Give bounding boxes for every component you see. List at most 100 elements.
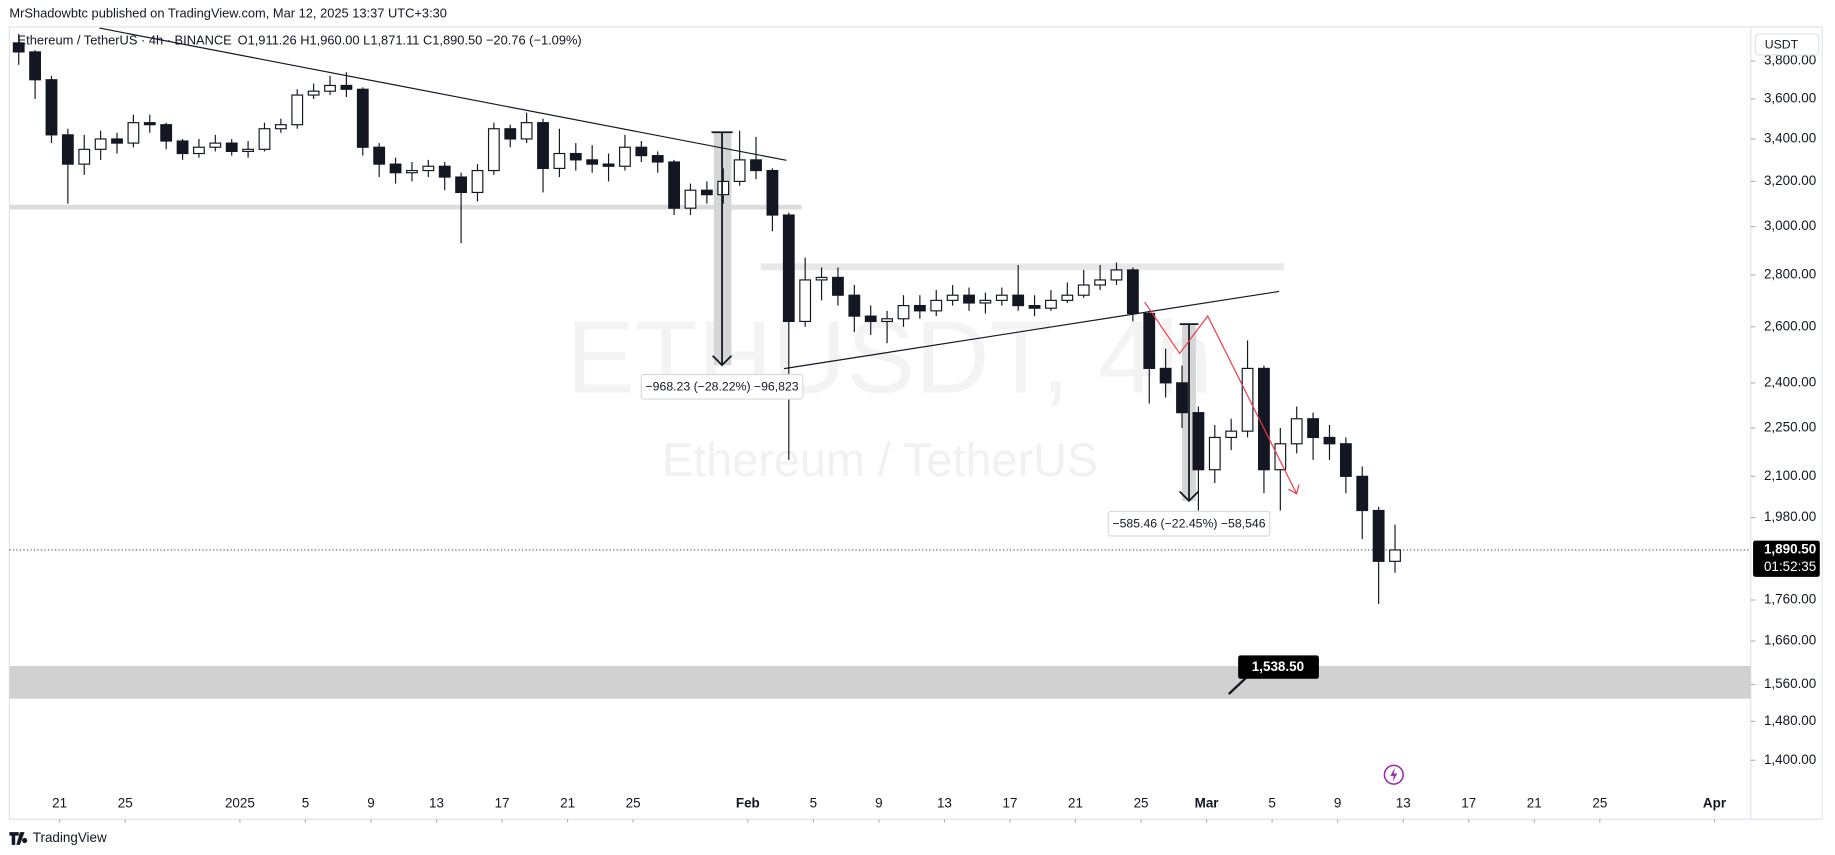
candle-body — [700, 189, 713, 196]
y-tick-label: 3,600.00 — [1764, 90, 1816, 105]
measure-label: −585.46 (−22.45%) −58,546 — [1112, 517, 1265, 531]
candle-body — [45, 79, 58, 136]
arrow-head — [1288, 484, 1300, 495]
x-tick-label: 21 — [560, 796, 575, 811]
candle-body — [733, 159, 746, 182]
y-tick-label: 3,400.00 — [1764, 131, 1816, 146]
candle-body — [143, 122, 156, 126]
currency-label[interactable]: USDT — [1765, 37, 1799, 51]
candle-body — [324, 84, 336, 92]
x-tick-label: 25 — [626, 796, 641, 811]
measure-label: −968.23 (−28.22%) −96,823 — [646, 380, 799, 394]
y-tick-label: 2,600.00 — [1764, 318, 1816, 333]
candle-body — [668, 161, 681, 209]
candle-body — [1307, 418, 1320, 439]
candle-body — [963, 294, 975, 304]
candle-body — [799, 279, 812, 323]
axes: 1,400.00 1,480.00 1,560.00 1,660.00 1,760.00… — [52, 53, 1820, 823]
y-tick-label: 3,000.00 — [1764, 218, 1816, 233]
candle-body — [1389, 549, 1401, 562]
candle-body — [946, 294, 959, 301]
candle-body — [1061, 294, 1074, 301]
candle-body — [1077, 284, 1090, 296]
x-tick-label: 2025 — [225, 796, 255, 811]
candle-body — [1012, 294, 1025, 307]
candle-body — [1176, 382, 1188, 414]
candle-body — [1372, 509, 1385, 562]
candle-body — [1045, 299, 1057, 309]
y-tick-label: 1,760.00 — [1764, 592, 1816, 607]
brand-logo — [9, 832, 28, 845]
last-price-label: 1,890.50 — [1764, 541, 1816, 556]
candle-body — [979, 299, 992, 304]
candle-body — [1143, 312, 1156, 369]
candles — [9, 33, 1751, 605]
candle-body — [373, 146, 386, 165]
currency-box[interactable] — [1754, 33, 1820, 56]
x-tick-label: 21 — [52, 796, 67, 811]
candle-body — [176, 140, 189, 155]
symbol-legend: Ethereum / TetherUS · 4h · BINANCE — [18, 32, 233, 47]
support-zone — [9, 665, 1751, 699]
x-tick-label: 5 — [1268, 796, 1275, 811]
watermark-subtitle: Ethereum / TetherUS — [662, 434, 1098, 486]
last-price-box — [1753, 540, 1820, 577]
candle-body — [1094, 279, 1107, 286]
candle-body — [1028, 304, 1041, 309]
candle-body — [848, 294, 861, 317]
x-tick-label: Apr — [1703, 796, 1727, 811]
candle-body — [61, 134, 74, 165]
projection-path — [1144, 301, 1298, 495]
callout-pointer — [1227, 675, 1249, 695]
candle-body — [619, 146, 631, 167]
candle-body — [1208, 436, 1221, 471]
x-tick-label: 13 — [1396, 796, 1411, 811]
y-tick-label: 3,800.00 — [1764, 53, 1816, 68]
candle-body — [1258, 367, 1270, 471]
candle-body — [1241, 367, 1254, 432]
candle-body — [569, 152, 582, 161]
chart-frame — [8, 26, 1823, 820]
candle-body — [422, 165, 435, 172]
x-tick-label: 21 — [1527, 796, 1542, 811]
candle-body — [29, 51, 42, 81]
candle-body — [635, 146, 648, 157]
candle-body — [1339, 443, 1352, 477]
candle-body — [1192, 412, 1205, 471]
candle-body — [487, 128, 500, 172]
event-icon[interactable] — [1383, 764, 1404, 785]
trend-line — [99, 27, 787, 161]
candle-body — [586, 159, 599, 165]
candle-body — [1274, 443, 1287, 471]
publisher-line: MrShadowbtc published on TradingView.com… — [9, 5, 447, 20]
candle-body — [1225, 430, 1238, 439]
ohlc-legend: O1,911.26 H1,960.00 L1,871.11 C1,890.50 … — [238, 32, 582, 47]
candle-body — [1126, 269, 1139, 315]
candle-body — [291, 94, 304, 126]
x-tick-label: 17 — [495, 796, 510, 811]
candle-body — [881, 318, 894, 323]
candle-body — [782, 214, 795, 323]
x-tick-label: 17 — [1461, 796, 1476, 811]
callout-box — [1238, 655, 1319, 679]
brand: TradingView — [33, 830, 107, 845]
x-tick-label: 21 — [1068, 796, 1083, 811]
candle-body — [455, 176, 468, 194]
candle-body — [1290, 418, 1303, 445]
candle-body — [1110, 269, 1123, 281]
candle-body — [766, 169, 779, 216]
y-tick-label: 1,480.00 — [1764, 713, 1816, 728]
candle-body — [209, 142, 222, 148]
candle-body — [242, 148, 255, 153]
x-tick-label: 25 — [118, 796, 133, 811]
x-tick-label: 9 — [367, 796, 374, 811]
y-tick-label: 1,400.00 — [1764, 752, 1816, 767]
candle-body — [127, 122, 140, 144]
x-tick-label: 13 — [937, 796, 952, 811]
candle-body — [897, 304, 910, 320]
candle-body — [504, 128, 517, 140]
y-tick-label: 2,250.00 — [1764, 420, 1816, 435]
y-tick-label: 1,660.00 — [1764, 633, 1816, 648]
candle-body — [1323, 436, 1336, 445]
